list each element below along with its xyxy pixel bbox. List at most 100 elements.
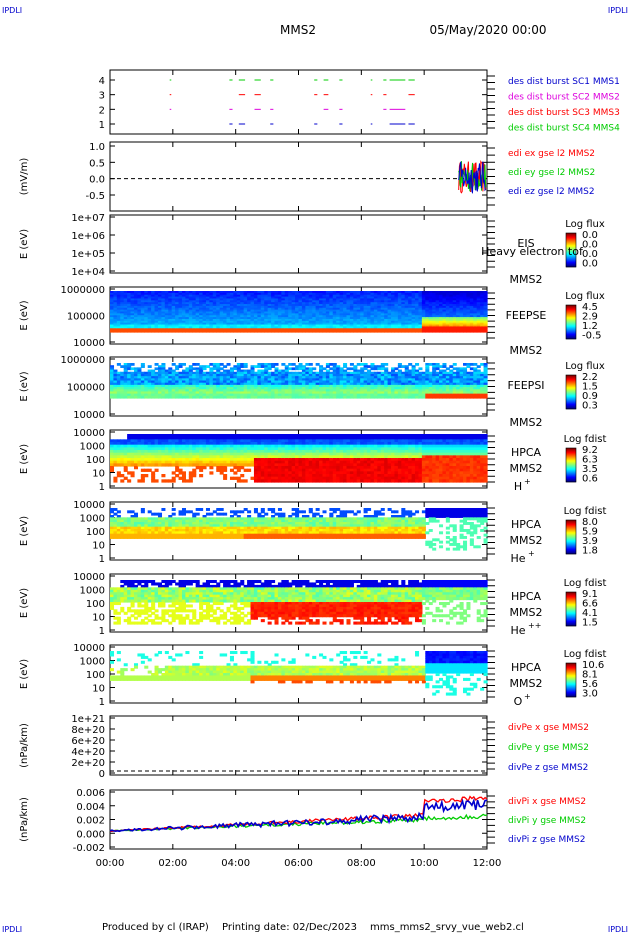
spectrogram-cell bbox=[301, 296, 306, 300]
colorbar-tick-label: 6.3 bbox=[582, 455, 598, 466]
spectrogram-cell bbox=[332, 296, 337, 300]
spectrogram-cell bbox=[151, 296, 156, 300]
spectrogram-cell bbox=[408, 326, 413, 329]
spectrogram-cell bbox=[373, 294, 378, 298]
spectrogram-cell bbox=[308, 322, 313, 326]
spectrogram-cell bbox=[295, 292, 300, 296]
spectrogram-cell bbox=[456, 326, 461, 329]
spectrogram-cell bbox=[288, 330, 293, 333]
spectrogram-cell bbox=[192, 376, 197, 379]
spectrogram-cell bbox=[110, 307, 115, 311]
spectrogram-cell bbox=[144, 387, 149, 390]
spectrogram-cell bbox=[229, 296, 234, 300]
spectrogram-cell bbox=[151, 302, 156, 305]
spectrogram-cell bbox=[343, 326, 348, 329]
spectrogram-cell bbox=[147, 320, 152, 324]
spectrogram-cell bbox=[466, 376, 471, 379]
spectrogram-cell bbox=[202, 320, 207, 324]
spectrogram-cell bbox=[264, 373, 269, 377]
spectrogram-cell bbox=[380, 300, 385, 303]
spectrogram-cell bbox=[274, 292, 279, 296]
spectrogram-cell bbox=[257, 294, 262, 298]
spectrogram-cell bbox=[384, 330, 389, 333]
spectrogram-cell bbox=[411, 305, 416, 309]
spectrogram-cell bbox=[391, 382, 396, 386]
spectrogram-cell bbox=[284, 307, 289, 311]
spectrogram-cell bbox=[147, 447, 152, 451]
spectrogram-cell bbox=[154, 373, 159, 377]
spectrogram-cell bbox=[373, 296, 378, 300]
spectrogram-cell bbox=[110, 298, 115, 301]
spectrogram-cell bbox=[157, 320, 163, 324]
spectrogram-cell bbox=[144, 376, 149, 379]
spectrogram-cell bbox=[209, 313, 214, 316]
spectrogram-cell bbox=[336, 300, 341, 303]
spectrogram-cell bbox=[298, 376, 303, 379]
spectrogram-cell bbox=[185, 373, 190, 377]
spectrogram-cell bbox=[271, 389, 276, 393]
spectrogram-cell bbox=[277, 294, 282, 298]
spectrogram-cell bbox=[175, 373, 180, 377]
spectrogram-cell bbox=[212, 300, 217, 303]
spectrogram-cell bbox=[329, 328, 334, 331]
spectrogram-cell bbox=[226, 450, 231, 454]
spectrogram-cell bbox=[415, 311, 420, 314]
spectrogram-cell bbox=[312, 378, 317, 382]
spectrogram-cell bbox=[298, 378, 303, 382]
spectrogram-cell bbox=[226, 387, 231, 390]
spectrogram-cell bbox=[257, 373, 262, 377]
spectrogram-cell bbox=[233, 292, 238, 296]
spectrogram-cell bbox=[346, 371, 351, 375]
colorbar-swatch bbox=[566, 383, 576, 385]
spectrogram-cell bbox=[188, 463, 193, 467]
spectrogram-cell bbox=[288, 367, 293, 371]
spectrogram-cell bbox=[147, 391, 152, 395]
spectrogram-cell bbox=[445, 380, 450, 384]
spectrogram-cell bbox=[205, 309, 210, 313]
spectrogram-cell bbox=[264, 367, 269, 371]
spectrogram-cell bbox=[332, 307, 337, 311]
spectrogram-cell bbox=[161, 292, 166, 296]
spectrogram-cell bbox=[442, 380, 447, 384]
spectrogram-cell bbox=[144, 452, 149, 456]
spectrogram-cell bbox=[339, 298, 344, 301]
spectrogram-cell bbox=[418, 318, 423, 322]
spectrogram-cell bbox=[305, 292, 310, 296]
spectrogram-cell bbox=[120, 365, 125, 368]
spectrogram-cell bbox=[140, 455, 145, 459]
spectrogram-cell bbox=[459, 320, 464, 324]
spectrogram-cell bbox=[445, 318, 450, 322]
spectrogram-cell bbox=[127, 305, 132, 309]
spectrogram-cell bbox=[325, 363, 330, 366]
spectrogram-cell bbox=[123, 318, 128, 322]
spectrogram-cell bbox=[127, 330, 132, 333]
spectrogram-cell bbox=[356, 373, 361, 377]
spectrogram-cell bbox=[415, 384, 420, 388]
spectrogram-cell bbox=[219, 300, 224, 303]
spectrogram-cell bbox=[185, 292, 190, 296]
spectrogram-cell bbox=[195, 452, 200, 456]
spectrogram-cell bbox=[185, 326, 190, 329]
spectrogram-cell bbox=[144, 463, 149, 467]
spectrogram-cell bbox=[319, 391, 324, 395]
spectrogram-cell bbox=[157, 463, 163, 467]
spectrogram-cell bbox=[219, 313, 224, 316]
spectrogram-cell bbox=[205, 330, 210, 333]
spectrogram-cell bbox=[188, 315, 193, 318]
spectrogram-cell bbox=[257, 298, 262, 301]
spectrogram-cell bbox=[212, 294, 217, 298]
spectrogram-cell bbox=[442, 393, 447, 397]
colorbar-swatch bbox=[566, 477, 576, 479]
colorbar-swatch bbox=[566, 403, 576, 405]
spectrogram-cell bbox=[116, 317, 121, 320]
spectrogram-cell bbox=[161, 330, 166, 333]
spectrogram-cell bbox=[411, 369, 416, 373]
spectrogram-cell bbox=[463, 326, 468, 329]
spectrogram-cell bbox=[110, 387, 115, 390]
colorbar-swatch bbox=[566, 476, 576, 478]
spectrogram-cell bbox=[233, 447, 238, 451]
spectrogram-cell bbox=[185, 458, 190, 462]
spectrogram-cell bbox=[188, 476, 193, 480]
spectrogram-cell bbox=[312, 326, 317, 329]
spectrogram-cell bbox=[476, 305, 481, 309]
